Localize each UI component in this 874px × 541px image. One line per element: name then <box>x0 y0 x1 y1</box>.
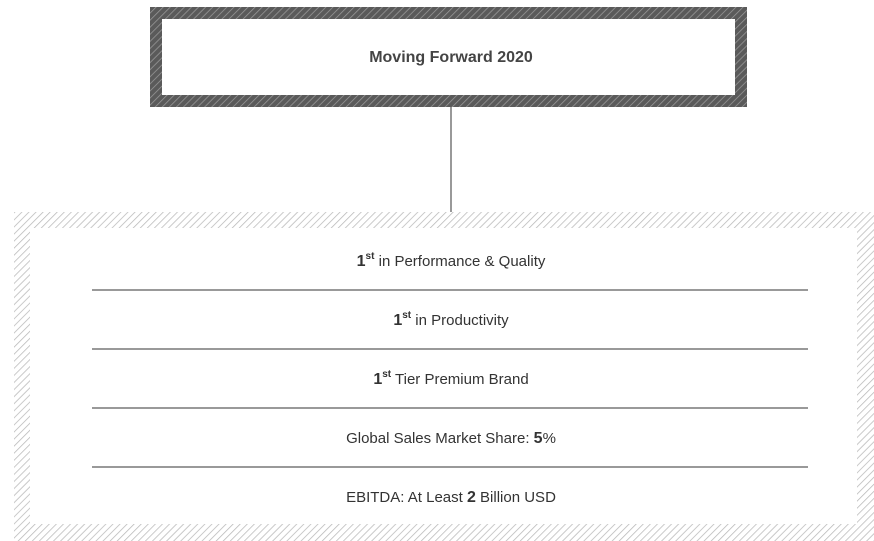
text-part: 1 <box>373 371 382 388</box>
text-part: st <box>366 251 376 262</box>
text-part: 1 <box>393 312 402 329</box>
goal-item: 1st Tier Premium Brand <box>373 369 528 389</box>
text-part: Global Sales Market Share: <box>346 430 534 447</box>
text-part: 2 <box>467 489 476 506</box>
text-part: 5 <box>534 430 543 447</box>
goal-item: Global Sales Market Share: 5% <box>346 430 556 447</box>
text-part: EBITDA: At Least <box>346 489 467 506</box>
text-part: Tier Premium Brand <box>391 371 529 388</box>
text-part: st <box>402 310 412 321</box>
title: Moving Forward 2020 <box>369 49 533 66</box>
goal-item: 1st in Productivity <box>393 310 509 330</box>
text-part: in Performance & Quality <box>374 253 545 270</box>
text-part: Billion USD <box>476 489 556 506</box>
text-part: in Productivity <box>411 312 509 329</box>
text-part: 1 <box>357 253 366 270</box>
text-part: % <box>543 430 556 447</box>
goals-box <box>30 228 857 524</box>
goal-item: EBITDA: At Least 2 Billion USD <box>346 489 556 506</box>
text-part: st <box>382 369 392 380</box>
goal-item: 1st in Performance & Quality <box>357 251 546 271</box>
title-box <box>162 19 735 95</box>
